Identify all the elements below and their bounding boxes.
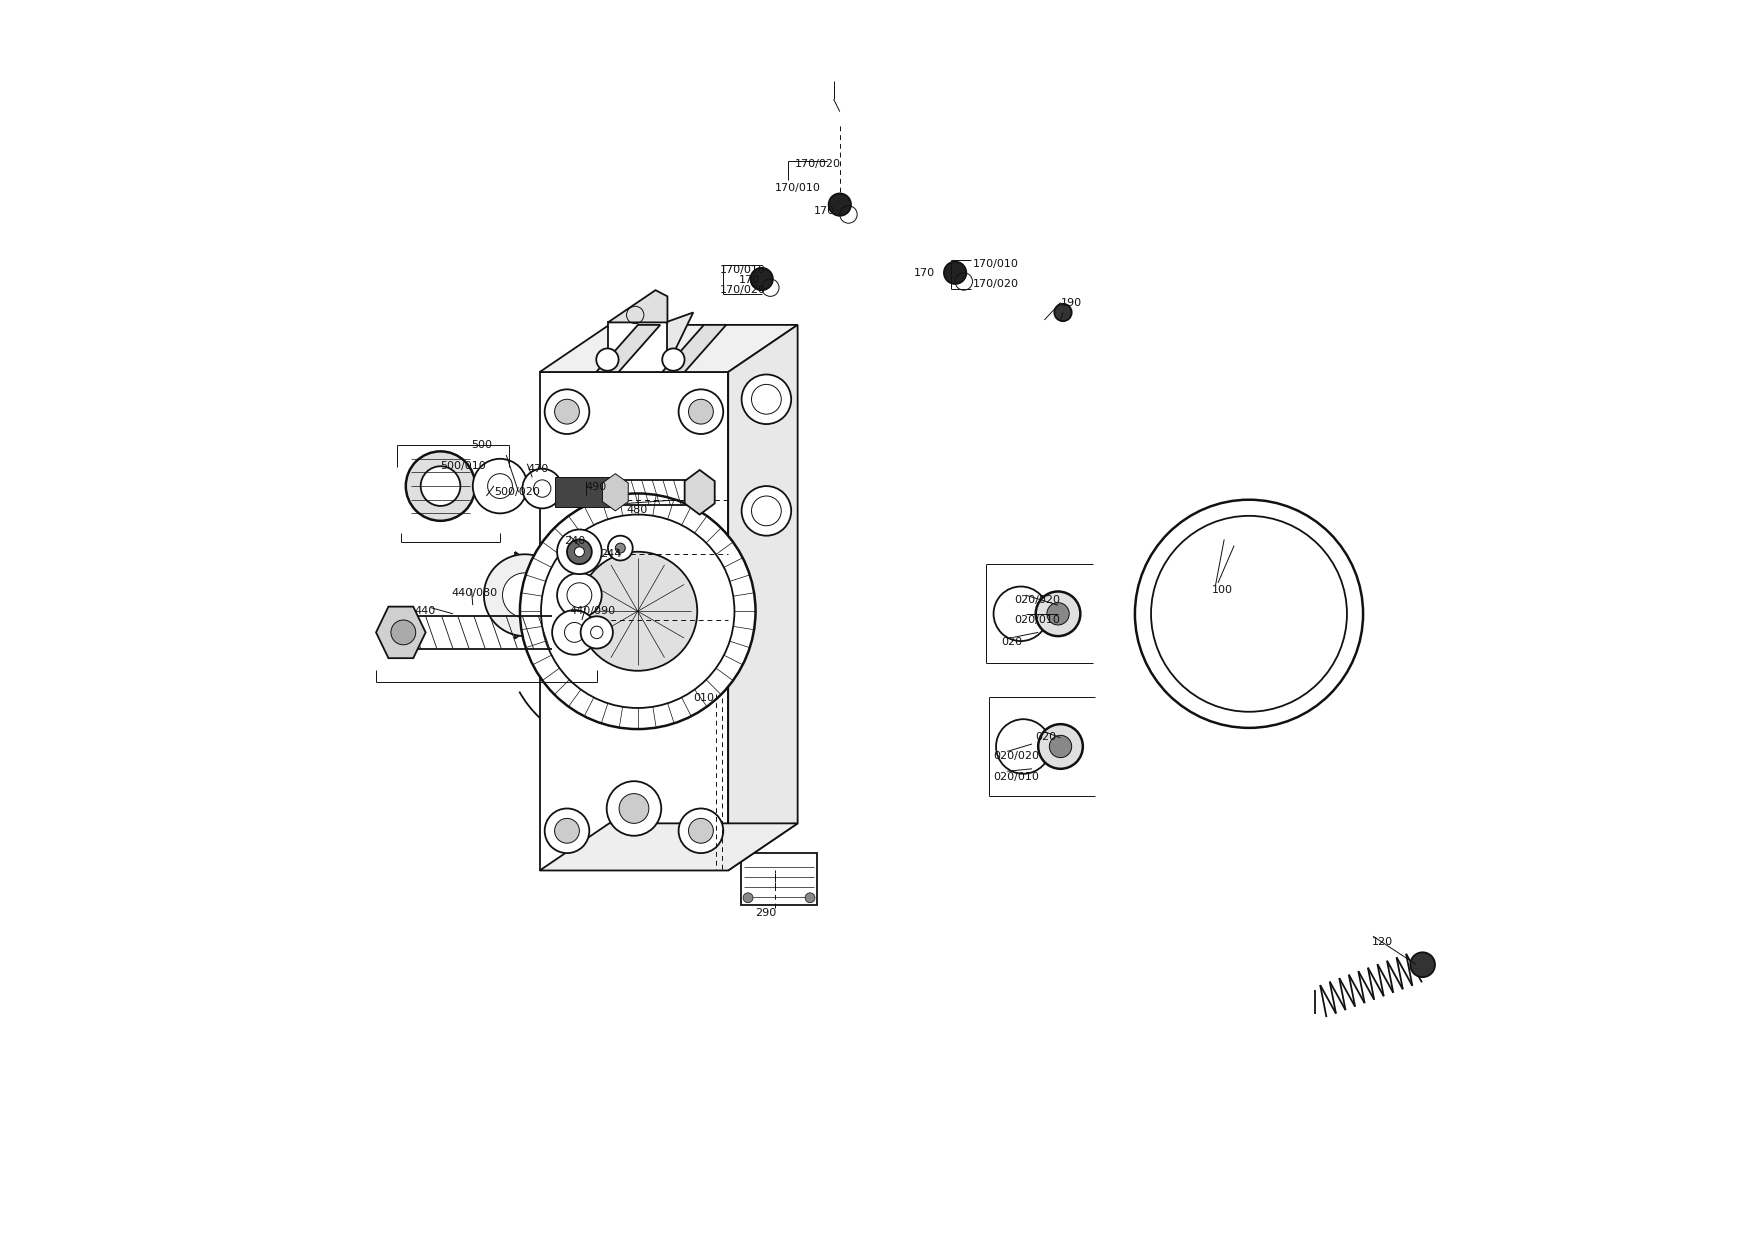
- Circle shape: [742, 374, 791, 424]
- Text: 170/020: 170/020: [972, 279, 1019, 289]
- Polygon shape: [602, 474, 628, 511]
- Circle shape: [679, 389, 723, 434]
- Circle shape: [996, 719, 1051, 774]
- Text: 170: 170: [914, 268, 935, 278]
- Text: 100: 100: [1212, 585, 1233, 595]
- Circle shape: [689, 818, 714, 843]
- Circle shape: [805, 893, 816, 903]
- Circle shape: [679, 808, 723, 853]
- Text: 020: 020: [1035, 732, 1058, 742]
- Text: 500: 500: [472, 440, 493, 450]
- Text: 500/010: 500/010: [440, 461, 486, 471]
- Text: 440/080: 440/080: [453, 588, 498, 598]
- Circle shape: [581, 616, 612, 649]
- Circle shape: [484, 554, 567, 636]
- Circle shape: [533, 480, 551, 497]
- Circle shape: [607, 781, 661, 836]
- Circle shape: [545, 389, 589, 434]
- Circle shape: [553, 610, 596, 655]
- Text: 470: 470: [528, 464, 549, 474]
- Text: 480: 480: [626, 505, 647, 515]
- Text: 020/010: 020/010: [1014, 615, 1061, 625]
- Text: 490: 490: [586, 482, 607, 492]
- Circle shape: [609, 536, 633, 560]
- Circle shape: [405, 451, 475, 521]
- Polygon shape: [684, 470, 714, 515]
- Circle shape: [1047, 603, 1070, 625]
- Text: 440/090: 440/090: [570, 606, 616, 616]
- Text: 500/020: 500/020: [495, 487, 540, 497]
- Text: 170/010: 170/010: [972, 259, 1019, 269]
- Circle shape: [565, 622, 584, 642]
- Circle shape: [616, 543, 624, 553]
- Circle shape: [742, 486, 791, 536]
- Polygon shape: [540, 372, 728, 870]
- Circle shape: [1054, 304, 1072, 321]
- Text: 170/020: 170/020: [719, 285, 765, 295]
- Circle shape: [519, 494, 756, 729]
- Circle shape: [567, 539, 591, 564]
- Circle shape: [751, 268, 774, 290]
- Circle shape: [993, 587, 1049, 641]
- Text: 290: 290: [756, 908, 777, 918]
- Text: 170/010: 170/010: [775, 184, 821, 193]
- Polygon shape: [728, 325, 798, 870]
- Polygon shape: [609, 322, 668, 372]
- Circle shape: [421, 466, 460, 506]
- Circle shape: [944, 262, 966, 284]
- Circle shape: [591, 626, 603, 639]
- Polygon shape: [554, 477, 617, 507]
- Ellipse shape: [749, 518, 777, 574]
- Circle shape: [828, 193, 851, 216]
- Circle shape: [554, 399, 579, 424]
- Text: 010: 010: [693, 693, 714, 703]
- Circle shape: [689, 399, 714, 424]
- Circle shape: [619, 794, 649, 823]
- Polygon shape: [663, 325, 726, 372]
- Text: 020: 020: [1002, 637, 1023, 647]
- Text: 170/020: 170/020: [795, 159, 842, 169]
- Circle shape: [1049, 735, 1072, 758]
- Circle shape: [663, 348, 684, 371]
- Polygon shape: [609, 290, 668, 322]
- Text: 170: 170: [740, 275, 761, 285]
- Circle shape: [540, 515, 735, 708]
- Circle shape: [545, 808, 589, 853]
- Polygon shape: [540, 325, 798, 372]
- Polygon shape: [375, 606, 426, 658]
- Circle shape: [1035, 591, 1080, 636]
- Text: 190: 190: [1061, 298, 1082, 308]
- Polygon shape: [609, 312, 693, 372]
- Text: 120: 120: [1372, 937, 1393, 947]
- Circle shape: [502, 573, 547, 618]
- Circle shape: [474, 459, 528, 513]
- Circle shape: [596, 348, 619, 371]
- Polygon shape: [540, 823, 798, 870]
- Text: 170/010: 170/010: [719, 265, 765, 275]
- Polygon shape: [596, 325, 660, 372]
- Circle shape: [575, 547, 584, 557]
- Circle shape: [744, 893, 752, 903]
- Text: 244: 244: [600, 549, 623, 559]
- Circle shape: [554, 818, 579, 843]
- Text: 440: 440: [414, 606, 435, 616]
- Ellipse shape: [742, 503, 784, 590]
- Circle shape: [579, 552, 698, 671]
- Text: 020/020: 020/020: [1014, 595, 1061, 605]
- Circle shape: [1410, 952, 1435, 977]
- Circle shape: [488, 474, 512, 498]
- Text: 240: 240: [565, 536, 586, 546]
- Bar: [740, 853, 817, 905]
- Circle shape: [1038, 724, 1082, 769]
- Text: 020/010: 020/010: [993, 773, 1040, 782]
- Circle shape: [391, 620, 416, 645]
- Text: 170: 170: [814, 206, 835, 216]
- Circle shape: [558, 573, 602, 618]
- Circle shape: [523, 469, 561, 508]
- Text: 020/020: 020/020: [993, 751, 1040, 761]
- Circle shape: [558, 529, 602, 574]
